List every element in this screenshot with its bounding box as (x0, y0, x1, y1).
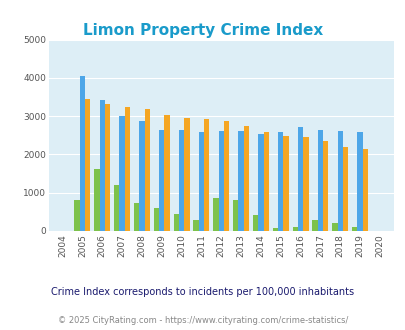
Bar (159, 130, 164, 231)
Bar (218, 131, 224, 231)
Bar (173, 214, 179, 231)
Bar (193, 219, 198, 231)
Bar (238, 131, 243, 231)
Bar (153, 208, 159, 231)
Bar (277, 132, 283, 231)
Bar (164, 115, 169, 231)
Bar (232, 200, 238, 231)
Bar (114, 185, 119, 231)
Text: © 2025 CityRating.com - https://www.cityrating.com/crime-statistics/: © 2025 CityRating.com - https://www.city… (58, 315, 347, 325)
Bar (198, 132, 204, 231)
Bar (144, 109, 149, 231)
Bar (362, 149, 367, 231)
Bar (139, 121, 144, 231)
Bar (263, 132, 268, 231)
Bar (224, 121, 229, 231)
Bar (283, 136, 288, 231)
Bar (124, 107, 130, 231)
Bar (184, 118, 189, 231)
Bar (292, 227, 297, 231)
Bar (331, 223, 337, 231)
Bar (204, 119, 209, 231)
Bar (104, 104, 110, 231)
Bar (252, 215, 258, 231)
Bar (179, 130, 184, 231)
Bar (303, 137, 308, 231)
Bar (243, 126, 249, 231)
Bar (258, 134, 263, 231)
Bar (272, 228, 277, 231)
Bar (213, 198, 218, 231)
Text: Limon Property Crime Index: Limon Property Crime Index (83, 23, 322, 38)
Bar (74, 200, 79, 231)
Bar (351, 227, 356, 231)
Text: Crime Index corresponds to incidents per 100,000 inhabitants: Crime Index corresponds to incidents per… (51, 287, 354, 297)
Bar (99, 100, 104, 231)
Bar (297, 127, 303, 231)
Bar (317, 130, 322, 231)
Bar (119, 116, 124, 231)
Bar (311, 219, 317, 231)
Bar (94, 169, 99, 231)
Bar (356, 132, 362, 231)
Bar (337, 131, 342, 231)
Bar (322, 141, 328, 231)
Bar (342, 147, 347, 231)
Bar (85, 99, 90, 231)
Bar (134, 203, 139, 231)
Bar (79, 76, 85, 231)
